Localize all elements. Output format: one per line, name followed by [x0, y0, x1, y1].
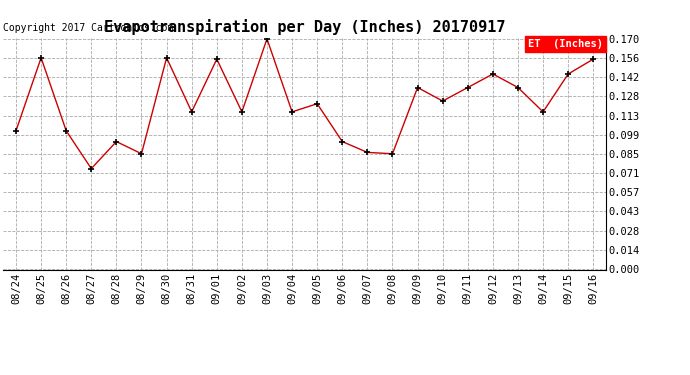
Title: Evapotranspiration per Day (Inches) 20170917: Evapotranspiration per Day (Inches) 2017…	[104, 19, 505, 35]
Text: ET  (Inches): ET (Inches)	[528, 39, 603, 49]
Text: Copyright 2017 Cartronics.com: Copyright 2017 Cartronics.com	[3, 23, 174, 33]
